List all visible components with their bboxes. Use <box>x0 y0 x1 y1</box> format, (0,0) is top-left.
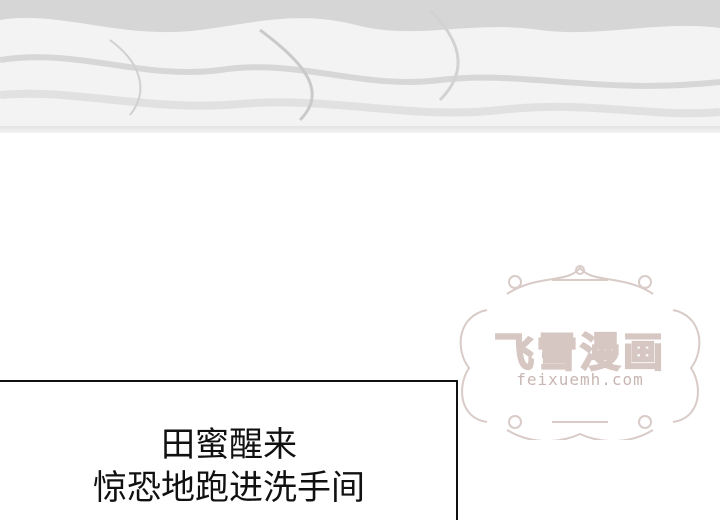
watermark-emblem: 飞雪漫画 feixuemh.com <box>447 258 713 443</box>
bedsheet-image-panel <box>0 0 720 133</box>
caption-box: 田蜜醒来 惊恐地跑进洗手间 <box>0 380 458 520</box>
caption-line-1: 田蜜醒来 <box>161 425 297 465</box>
crumpled-sheet-illustration <box>0 0 720 133</box>
watermark-title: 飞雪漫画 <box>493 329 666 377</box>
ornament-frame-icon <box>459 265 701 443</box>
caption-line-2: 惊恐地跑进洗手间 <box>93 468 365 508</box>
watermark-url: feixuemh.com <box>516 370 644 389</box>
